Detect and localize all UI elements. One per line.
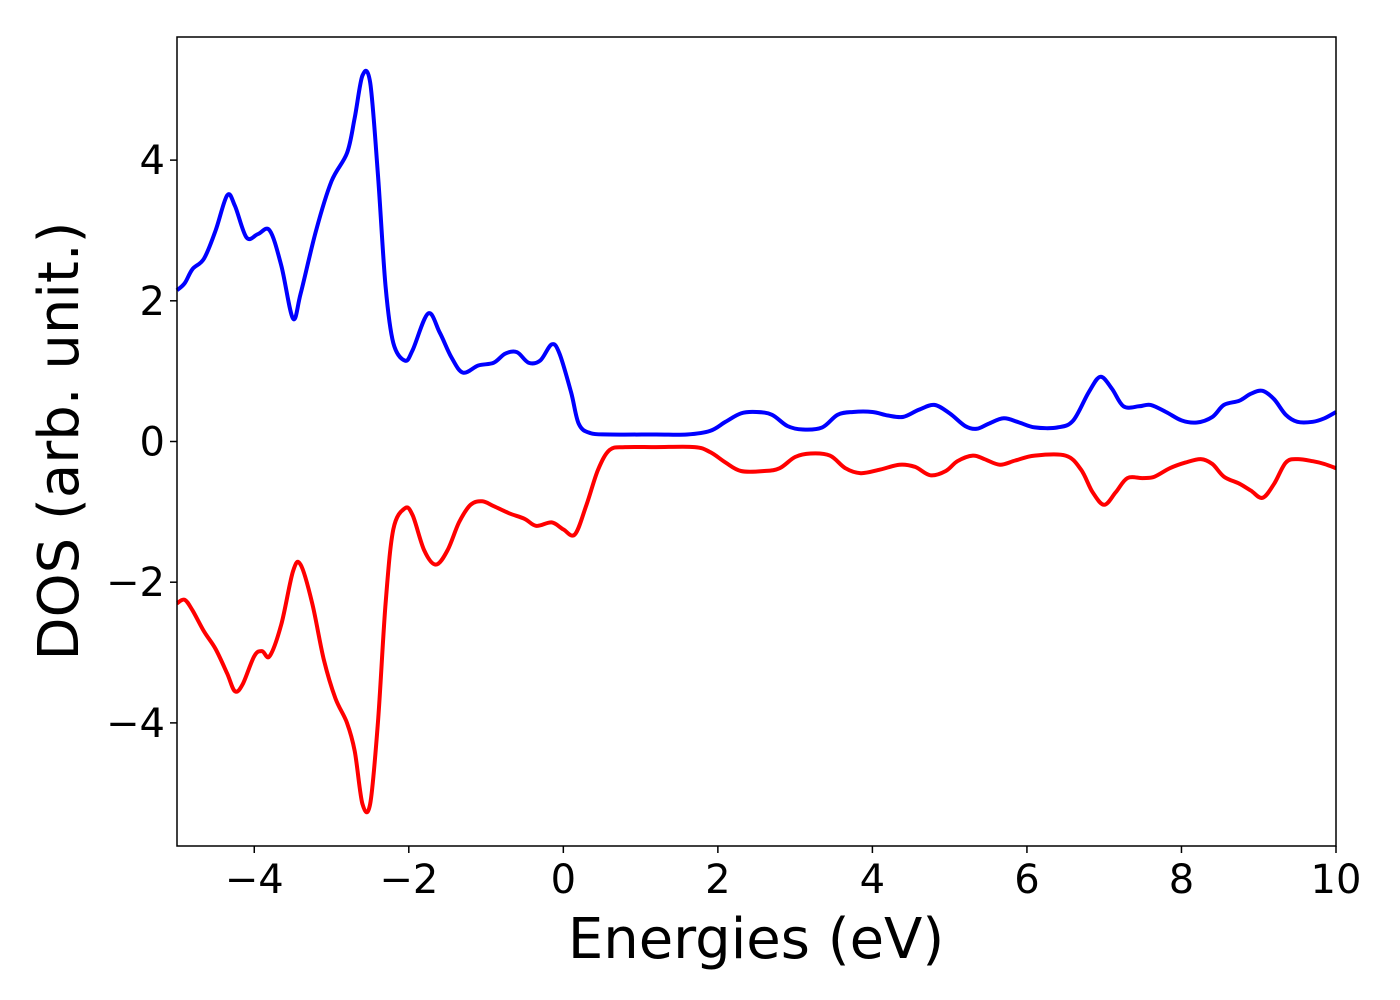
x-tick-label: 4 — [860, 857, 885, 903]
plot-area-background — [177, 37, 1336, 846]
y-axis-label: DOS (arb. unit.) — [27, 221, 92, 660]
x-tick-label: −4 — [225, 857, 284, 903]
series-line-red — [175, 444, 1337, 815]
series-line-blue — [175, 68, 1337, 437]
x-tick-label: 2 — [705, 857, 730, 903]
y-tick-label: −4 — [106, 701, 165, 747]
y-tick-label: 0 — [140, 420, 165, 466]
y-tick-label: 2 — [140, 279, 165, 325]
y-tick-label: 4 — [140, 138, 165, 184]
x-tick-label: −2 — [379, 857, 438, 903]
x-tick-label: 6 — [1014, 857, 1039, 903]
y-tick-label: −2 — [106, 560, 165, 606]
y-ticks: −4 −2 0 2 4 — [106, 138, 177, 747]
x-tick-label: 8 — [1169, 857, 1194, 903]
x-ticks: −4 −2 0 2 4 6 8 10 — [225, 846, 1362, 903]
x-tick-label: 10 — [1311, 857, 1362, 903]
x-tick-label: 0 — [551, 857, 576, 903]
plot-frame — [176, 36, 1337, 847]
series-layer — [175, 68, 1337, 815]
x-axis-label: Energies (eV) — [568, 907, 944, 972]
